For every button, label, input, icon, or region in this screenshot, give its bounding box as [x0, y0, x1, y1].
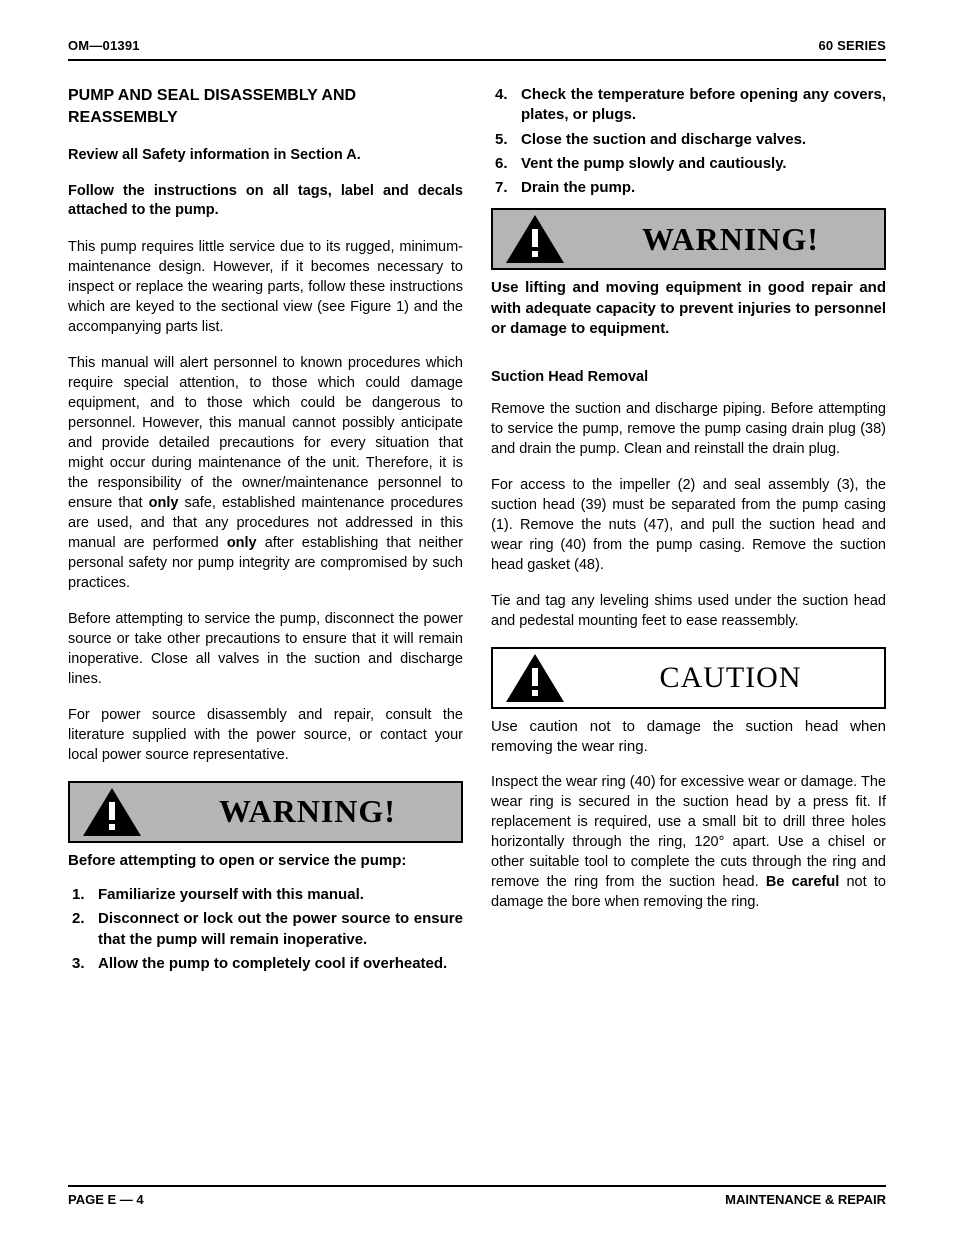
left-column: PUMP AND SEAL DISASSEMBLY AND REASSEMBLY… [68, 85, 463, 978]
p4-part-a: Inspect the wear ring (40) for excessive… [491, 774, 886, 890]
intro-paragraph-4: For power source disassembly and repair,… [68, 705, 463, 765]
page-footer: PAGE E — 4 MAINTENANCE & REPAIR [68, 1185, 886, 1207]
suction-p1: Remove the suction and discharge piping.… [491, 399, 886, 459]
warning-box-left: WARNING! [68, 781, 463, 843]
warning-list-item: Disconnect or lock out the power source … [94, 909, 463, 950]
content-columns: PUMP AND SEAL DISASSEMBLY AND REASSEMBLY… [68, 85, 886, 978]
caution-triangle-icon [493, 652, 577, 704]
warning-list-item: Familiarize yourself with this manual. [94, 885, 463, 905]
p2-part-a: This manual will alert personnel to know… [68, 355, 463, 511]
intro-paragraph-1: This pump requires little service due to… [68, 237, 463, 337]
safety-review-note: Review all Safety information in Section… [68, 146, 463, 166]
warning-list-item: Drain the pump. [517, 178, 886, 198]
warning-box-right: WARNING! [491, 208, 886, 270]
warning-list-left: Familiarize yourself with this manual. D… [68, 885, 463, 974]
warning-list-item: Check the temperature before opening any… [517, 85, 886, 126]
warning-list-item: Allow the pump to completely cool if ove… [94, 954, 463, 974]
tags-note: Follow the instructions on all tags, lab… [68, 182, 463, 221]
warning-lead: Before attempting to open or service the… [68, 851, 463, 871]
warning-triangle-icon [70, 786, 154, 838]
intro-paragraph-2: This manual will alert personnel to know… [68, 353, 463, 593]
p4-be-careful: Be careful [766, 874, 839, 890]
suction-p3: Tie and tag any leveling shims used unde… [491, 591, 886, 631]
subsection-heading: Suction Head Removal [491, 369, 886, 385]
caution-text: Use caution not to damage the suction he… [491, 717, 886, 758]
header-left: OM—01391 [68, 38, 140, 53]
page-header: OM—01391 60 SERIES [68, 38, 886, 61]
warning-label: WARNING! [154, 793, 461, 830]
header-right: 60 SERIES [818, 38, 886, 53]
caution-box: CAUTION [491, 647, 886, 709]
warning-list-item: Vent the pump slowly and cautiously. [517, 154, 886, 174]
caution-label: CAUTION [577, 661, 884, 695]
warning-label: WARNING! [577, 221, 884, 258]
warning-text-right: Use lifting and moving equipment in good… [491, 278, 886, 339]
suction-p4: Inspect the wear ring (40) for excessive… [491, 772, 886, 912]
warning-list-right: Check the temperature before opening any… [491, 85, 886, 198]
intro-paragraph-3: Before attempting to service the pump, d… [68, 609, 463, 689]
p2-only-2: only [227, 535, 257, 551]
footer-right: MAINTENANCE & REPAIR [725, 1192, 886, 1207]
p2-only-1: only [149, 495, 179, 511]
footer-left: PAGE E — 4 [68, 1192, 144, 1207]
right-column: Check the temperature before opening any… [491, 85, 886, 978]
suction-p2: For access to the impeller (2) and seal … [491, 475, 886, 575]
section-title: PUMP AND SEAL DISASSEMBLY AND REASSEMBLY [68, 85, 463, 128]
warning-triangle-icon [493, 213, 577, 265]
warning-list-item: Close the suction and discharge valves. [517, 130, 886, 150]
